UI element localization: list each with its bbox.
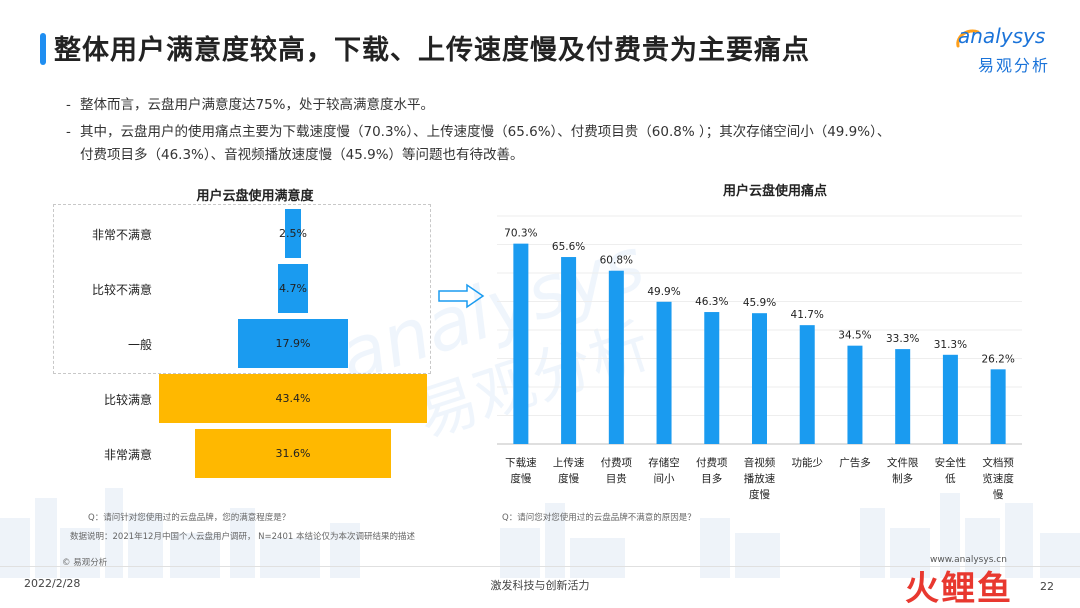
bar-value-label: 34.5% bbox=[838, 330, 871, 342]
x-tick-label: 文档预览速度慢 bbox=[982, 456, 1014, 501]
bar-value-label: 33.3% bbox=[886, 333, 919, 345]
funnel-question-note: Q：请问针对您使用过的云盘品牌，您的满意程度是？ bbox=[88, 513, 291, 523]
logo-swoosh-icon bbox=[956, 29, 980, 48]
page-title: 整体用户满意度较高，下载、上传速度慢及付费贵为主要痛点 bbox=[54, 35, 810, 66]
x-tick-label: 广告多 bbox=[839, 456, 871, 469]
bar bbox=[608, 270, 624, 444]
x-tick-label: 付费项目贵 bbox=[601, 456, 633, 485]
funnel-category-label: 非常满意 bbox=[103, 447, 152, 462]
footer-date: 2022/2/28 bbox=[24, 577, 81, 590]
bar bbox=[799, 325, 815, 444]
bar-value-label: 46.3% bbox=[695, 296, 728, 308]
dissatisfied-group-box bbox=[53, 204, 431, 374]
logo-text-cn: 易观分析 bbox=[978, 56, 1051, 75]
bullet-continuation: 付费项目多（46.3%）、音视频播放速度慢（45.9%）等问题也有待改善。 bbox=[80, 147, 524, 163]
bar bbox=[656, 301, 672, 444]
bar bbox=[513, 243, 529, 444]
funnel-category-label: 比较不满意 bbox=[91, 282, 152, 297]
corner-brand-logo: 火鲤鱼 bbox=[905, 569, 1013, 608]
bar-value-label: 45.9% bbox=[743, 297, 776, 309]
summary-bullets: 整体而言，云盘用户满意度达75%，处于较高满意度水平。 其中，云盘用户的使用痛点… bbox=[66, 92, 1056, 169]
funnel-value-label: 17.9% bbox=[275, 336, 311, 350]
brand-logo: analysys 易观分析 bbox=[956, 24, 1068, 80]
bar-value-label: 26.2% bbox=[981, 353, 1014, 365]
funnel-chart-title: 用户云盘使用满意度 bbox=[196, 189, 314, 204]
funnel-value-label: 43.4% bbox=[275, 391, 311, 405]
x-tick-label: 存储空间小 bbox=[648, 456, 680, 485]
x-tick-label: 音视频播放速度慢 bbox=[744, 456, 776, 501]
bar-chart-title: 用户云盘使用痛点 bbox=[722, 184, 827, 199]
bar-value-label: 41.7% bbox=[791, 309, 824, 321]
x-tick-label: 功能少 bbox=[791, 456, 823, 469]
funnel-bar bbox=[159, 374, 427, 423]
funnel-bar bbox=[285, 209, 301, 258]
x-tick-label: 上传速度慢 bbox=[553, 457, 585, 485]
page-number: 22 bbox=[1040, 580, 1054, 593]
bar bbox=[990, 369, 1006, 444]
bar bbox=[847, 345, 863, 444]
bar bbox=[752, 313, 767, 444]
bar-value-label: 49.9% bbox=[647, 286, 680, 298]
bar bbox=[704, 312, 720, 444]
website-text: www.analysys.cn bbox=[930, 555, 1007, 565]
funnel-bar bbox=[195, 429, 391, 478]
bar-value-label: 65.6% bbox=[552, 241, 585, 253]
footer-divider bbox=[0, 566, 1080, 567]
bar bbox=[561, 257, 577, 444]
title-accent-bar bbox=[40, 33, 46, 65]
funnel-value-label: 31.6% bbox=[275, 446, 311, 460]
funnel-bar bbox=[237, 319, 349, 368]
bar-value-label: 70.3% bbox=[504, 228, 537, 240]
funnel-value-label: 4.7% bbox=[279, 281, 307, 295]
funnel-category-label: 一般 bbox=[127, 337, 152, 352]
bar-value-label: 31.3% bbox=[934, 339, 967, 351]
bar-question-note: Q：请问您对您使用过的云盘品牌不满意的原因是？ bbox=[502, 513, 696, 523]
funnel-category-label: 非常不满意 bbox=[91, 227, 152, 242]
funnel-value-label: 2.5% bbox=[279, 226, 307, 240]
logo-text-en: analysys bbox=[958, 24, 1046, 48]
bullet-item: 其中，云盘用户的使用痛点主要为下载速度慢（70.3%）、上传速度慢（65.6%）… bbox=[66, 119, 1056, 146]
data-source-note: 数据说明：2021年12月中国个人云盘用户调研， N=2401 本结论仅为本次调… bbox=[70, 532, 415, 542]
bar-value-label: 60.8% bbox=[600, 255, 633, 267]
bar bbox=[942, 354, 958, 444]
footer-slogan: 激发科技与创新活力 bbox=[490, 579, 590, 592]
funnel-bar bbox=[278, 264, 308, 313]
x-tick-label: 文件限制多 bbox=[887, 456, 919, 485]
x-tick-label: 安全性低 bbox=[935, 456, 967, 485]
corner-logo-text: 火鲤鱼 bbox=[905, 569, 1013, 608]
bar bbox=[895, 349, 911, 444]
right-arrow-icon bbox=[438, 283, 485, 309]
x-tick-label: 付费项目多 bbox=[696, 456, 728, 485]
copyright-note: © 易观分析 bbox=[62, 558, 108, 568]
funnel-category-label: 比较满意 bbox=[103, 392, 152, 407]
bullet-item: 整体而言，云盘用户满意度达75%，处于较高满意度水平。 bbox=[66, 92, 1056, 119]
x-tick-label: 下载速度慢 bbox=[505, 457, 537, 485]
